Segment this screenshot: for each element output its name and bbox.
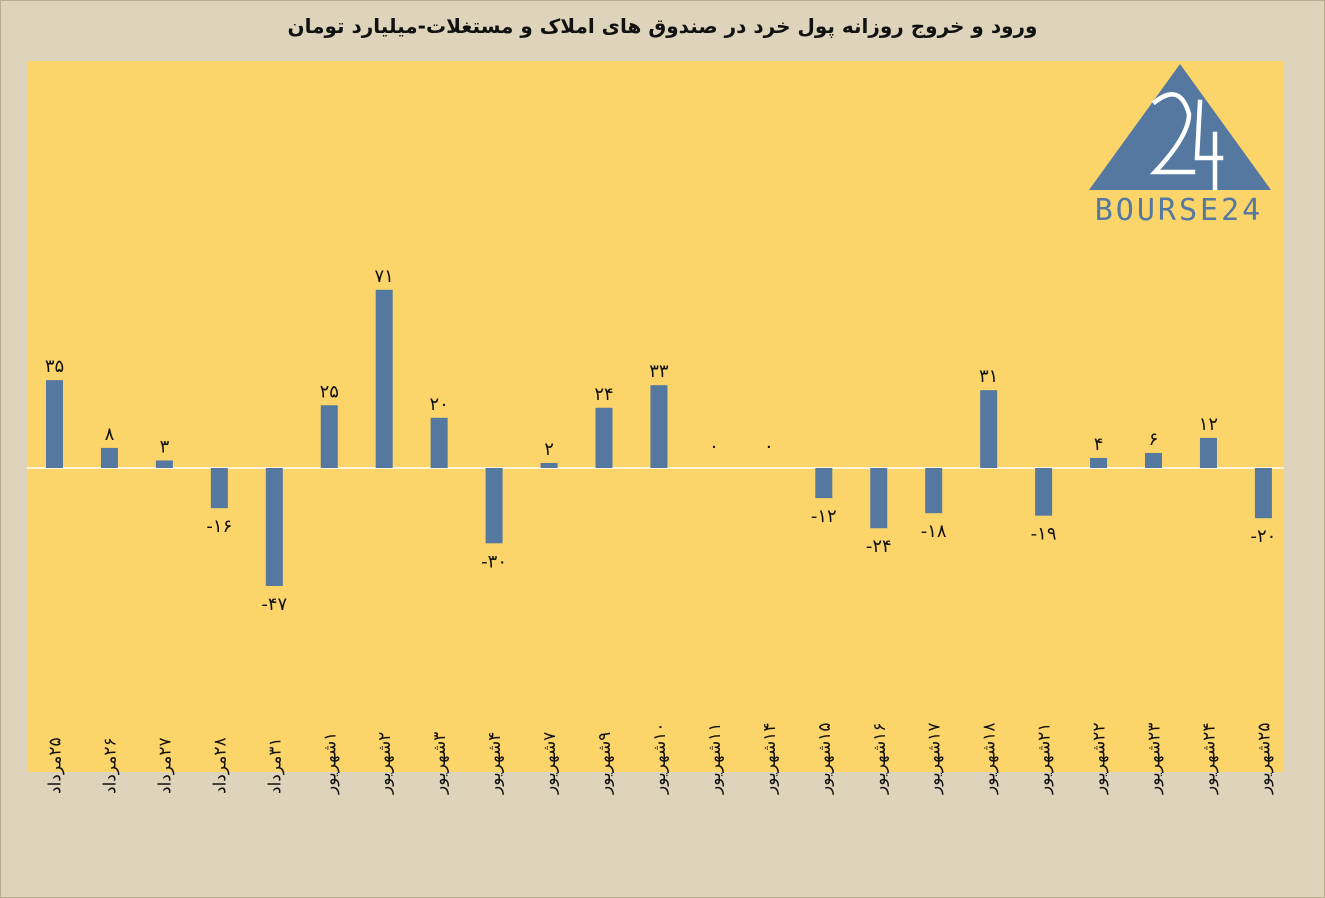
bar: [1254, 468, 1272, 519]
x-tick-label: ۷شهریور: [540, 732, 560, 795]
data-label: -۴۷: [261, 594, 287, 615]
x-tick-label: ۱۵شهریور: [815, 723, 835, 795]
bar: [320, 405, 338, 468]
bar: [925, 468, 943, 514]
bar: [1199, 437, 1217, 468]
x-tick-label: ۴شهریور: [485, 732, 505, 795]
data-label: -۲۰: [1250, 526, 1276, 547]
bar: [1090, 457, 1108, 468]
data-label: -۱۸: [921, 521, 947, 542]
data-label: ۴: [1094, 434, 1104, 455]
x-tick-label: ۲۱شهریور: [1035, 723, 1055, 795]
data-label: ۰: [709, 436, 719, 457]
x-tick-label: ۲۴شهریور: [1199, 723, 1219, 795]
x-tick-label: ۳۱مرداد: [265, 737, 285, 794]
data-label: -۱۶: [206, 516, 232, 537]
bar: [430, 417, 448, 468]
bar: [1145, 452, 1162, 468]
bar: [265, 468, 283, 586]
x-tick-label: ۳شهریور: [430, 732, 450, 795]
x-tick-label: ۱۱شهریور: [705, 723, 725, 795]
bar: [155, 460, 173, 468]
x-tick-label: ۲۶مرداد: [100, 737, 120, 794]
x-tick-label: ۲۲شهریور: [1090, 723, 1110, 795]
data-label: ۲۴: [594, 384, 613, 405]
data-label: ۲۰: [429, 394, 448, 415]
x-tick-label: ۲۵شهریور: [1254, 723, 1274, 795]
x-tick-label: ۱۸شهریور: [980, 723, 1000, 795]
data-label: ۰: [764, 436, 774, 457]
x-tick-label: ۱۰شهریور: [650, 723, 670, 795]
chart-title: ورود و خروج روزانه پول خرد در صندوق های …: [287, 14, 1038, 38]
bar: [870, 468, 888, 529]
bar: [375, 289, 393, 468]
data-label: ۷۱: [375, 266, 394, 287]
data-label: -۳۰: [481, 551, 507, 572]
data-label: ۳۳: [649, 361, 669, 382]
logo-24-mark: [1149, 92, 1224, 191]
bar: [980, 390, 998, 468]
bar: [595, 407, 613, 468]
data-label: ۳۵: [45, 356, 64, 377]
bar: [100, 447, 118, 468]
data-label: ۱۲: [1199, 414, 1218, 435]
bar: [485, 468, 503, 544]
data-label: -۲۴: [866, 536, 892, 557]
data-label: ۳۱: [979, 366, 998, 387]
bar: [540, 462, 558, 468]
x-tick-label: ۲۵مرداد: [46, 737, 66, 794]
data-label: -۱۲: [811, 506, 837, 527]
bourse24-logo: BOURSE24: [1089, 64, 1271, 227]
data-label: ۸: [105, 424, 115, 445]
x-tick-label: ۱۷شهریور: [925, 723, 945, 795]
data-label: ۳: [160, 436, 170, 457]
bar: [815, 468, 833, 499]
x-tick-label: ۱۴شهریور: [760, 723, 780, 795]
bar: [210, 468, 228, 509]
x-tick-label: ۲۷مرداد: [155, 737, 175, 794]
x-tick-label: ۲۸مرداد: [210, 737, 230, 794]
x-tick-label: ۲شهریور: [375, 732, 395, 795]
x-tick-label: ۲۳شهریور: [1145, 723, 1165, 795]
data-label: ۲۵: [320, 381, 339, 402]
bar: [1035, 468, 1053, 516]
x-tick-label: ۱۶شهریور: [870, 723, 890, 795]
bar: [46, 380, 63, 468]
data-label: ۲: [544, 439, 554, 460]
x-tick-label: ۱شهریور: [320, 732, 340, 795]
logo-wordmark: BOURSE24: [1095, 193, 1264, 227]
bar: [650, 385, 668, 468]
logo-triangle: [1089, 64, 1271, 190]
data-label: ۶: [1149, 429, 1159, 450]
data-label: -۱۹: [1031, 524, 1057, 545]
x-tick-label: ۹شهریور: [595, 732, 615, 795]
